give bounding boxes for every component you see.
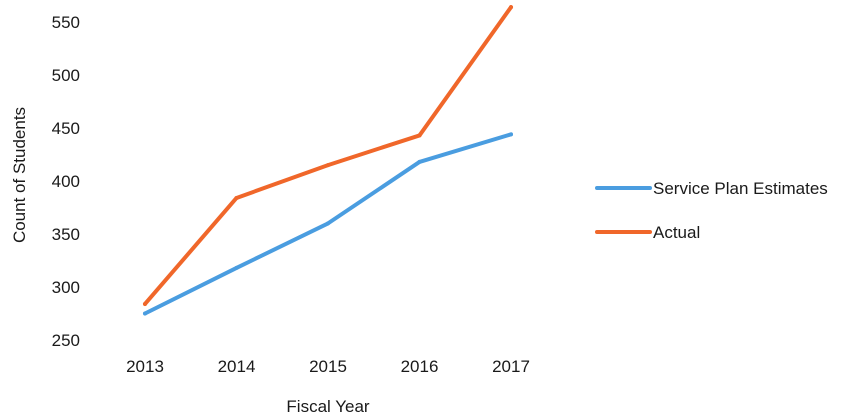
x-axis-ticks: 2013 2014 2015 2016 2017 <box>126 357 530 376</box>
y-tick-label: 450 <box>52 119 80 138</box>
x-tick-label: 2016 <box>401 357 439 376</box>
x-tick-label: 2015 <box>309 357 347 376</box>
data-point <box>234 195 239 200</box>
data-point <box>143 311 147 316</box>
legend: Service Plan Estimates Actual <box>595 179 828 242</box>
x-tick-label: 2014 <box>218 357 256 376</box>
data-point <box>326 221 330 226</box>
x-tick-label: 2017 <box>492 357 530 376</box>
data-point <box>234 265 239 270</box>
x-tick-label: 2013 <box>126 357 164 376</box>
x-axis-title: Fiscal Year <box>286 397 369 416</box>
y-tick-label: 500 <box>52 66 80 85</box>
y-axis-ticks: 250 300 350 400 450 500 550 <box>52 13 80 350</box>
y-tick-label: 350 <box>52 225 80 244</box>
legend-label-0: Service Plan Estimates <box>653 179 828 198</box>
data-point <box>417 133 422 138</box>
data-point <box>143 301 147 306</box>
series-lines <box>143 5 513 316</box>
y-tick-label: 400 <box>52 172 80 191</box>
y-axis-title: Count of Students <box>10 107 29 243</box>
legend-label-1: Actual <box>653 223 700 242</box>
series-line-1 <box>143 5 513 306</box>
data-point <box>509 5 513 10</box>
y-tick-label: 550 <box>52 13 80 32</box>
data-point <box>417 159 422 164</box>
data-point <box>326 163 330 168</box>
y-tick-label: 250 <box>52 331 80 350</box>
y-tick-label: 300 <box>52 278 80 297</box>
data-point <box>509 132 513 137</box>
